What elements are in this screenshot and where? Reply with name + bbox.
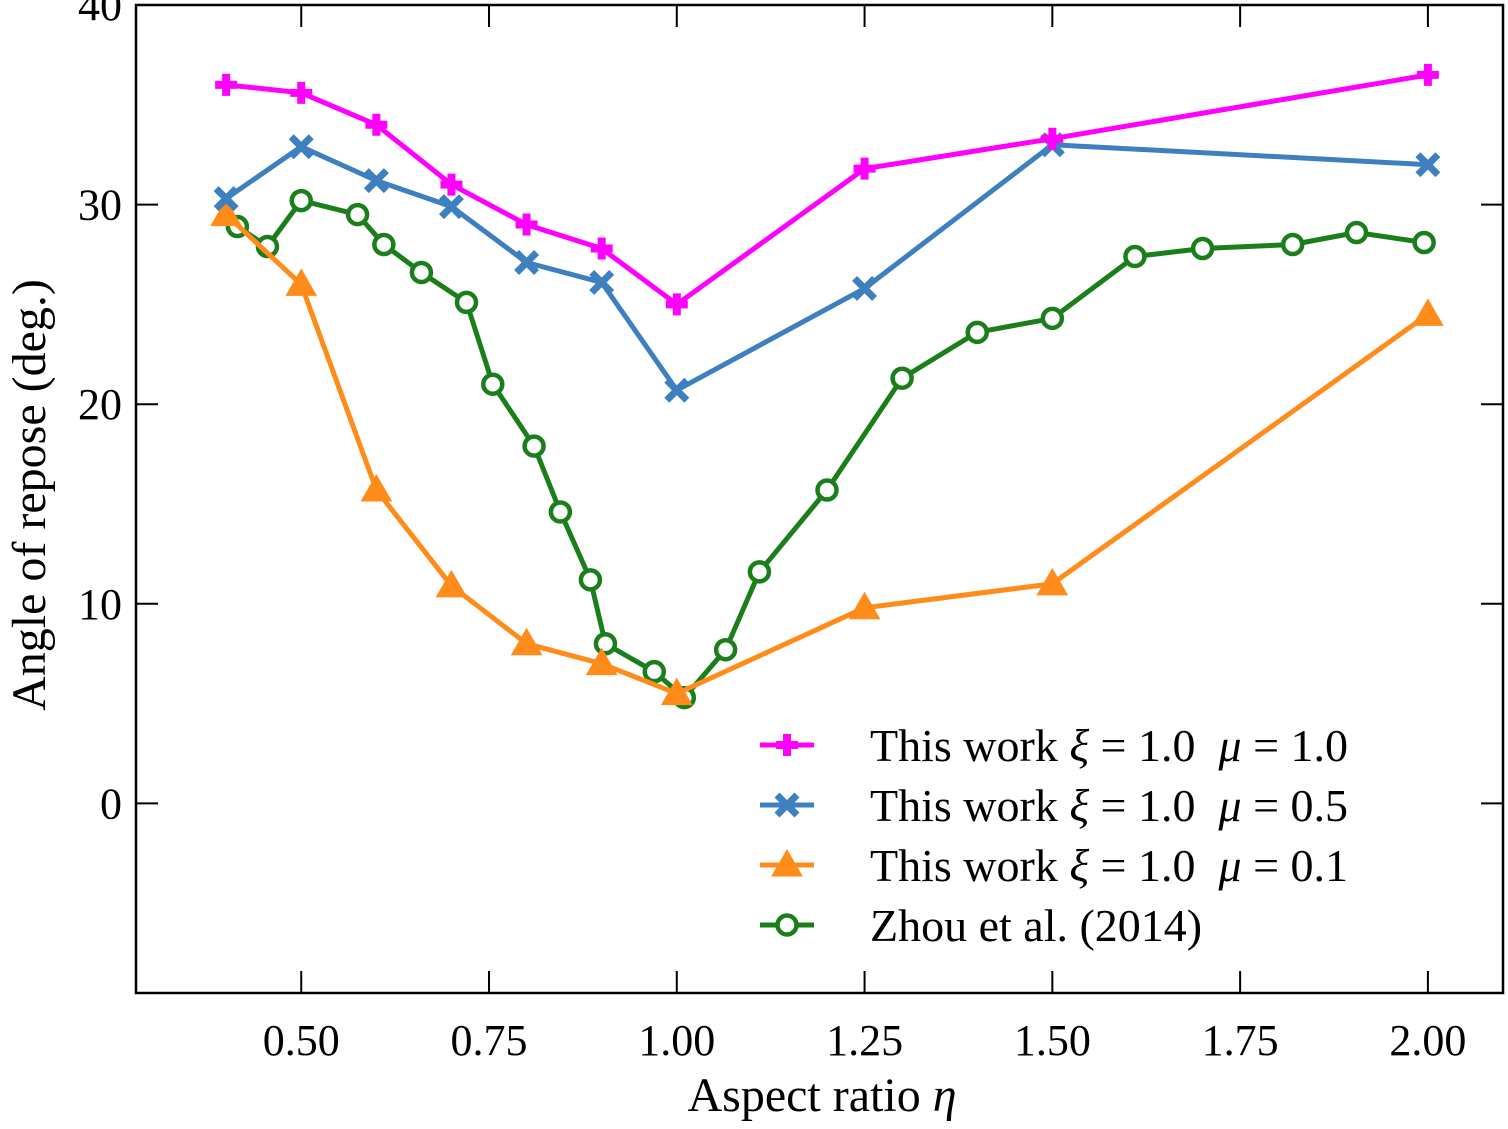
data-point — [590, 237, 613, 260]
data-point — [510, 627, 543, 656]
data-point — [1280, 232, 1305, 257]
data-point — [435, 569, 468, 598]
data-point — [1041, 127, 1064, 150]
data-point — [852, 275, 878, 301]
data-point — [1412, 298, 1444, 326]
legend: This work ξ = 1.0 μ = 1.0 This work ξ = 1… — [760, 720, 1348, 951]
x-tick-label: 1.00 — [638, 1016, 715, 1065]
data-point — [1415, 152, 1441, 178]
data-point — [514, 250, 540, 275]
legend-entry-4: Zhou et al. (2014) — [760, 900, 1202, 951]
data-point — [848, 591, 881, 620]
legend-label: This work ξ = 1.0 μ = 0.1 — [870, 840, 1348, 891]
data-point — [775, 913, 799, 937]
data-point — [593, 631, 618, 656]
data-point — [642, 659, 667, 684]
x-tick-label: 0.50 — [263, 1016, 340, 1065]
y-tick-label: 20 — [78, 380, 122, 429]
x-tick-label: 1.50 — [1014, 1016, 1091, 1065]
data-point — [585, 647, 618, 676]
series-line — [225, 72, 1429, 307]
data-point — [1036, 567, 1069, 596]
data-point — [771, 848, 803, 877]
data-point — [578, 568, 603, 592]
data-point — [481, 372, 505, 396]
legend-entry-2: This work ξ = 1.0 μ = 0.5 — [760, 780, 1348, 831]
series-3 — [210, 198, 1444, 706]
y-tick-label: 0 — [100, 779, 122, 828]
series-2 — [213, 132, 1441, 403]
data-point — [1190, 236, 1215, 261]
data-point — [1416, 63, 1439, 86]
x-tick-label: 0.75 — [451, 1016, 528, 1065]
data-point — [345, 202, 370, 227]
data-point — [853, 157, 876, 180]
x-tick-label: 2.00 — [1389, 1016, 1466, 1065]
legend-label: Zhou et al. (2014) — [870, 900, 1202, 951]
data-point — [288, 134, 314, 160]
data-point — [1412, 230, 1436, 255]
x-axis-title: Aspect ratio η — [687, 1069, 956, 1122]
data-point — [515, 213, 538, 236]
data-point — [363, 168, 389, 194]
data-point — [890, 366, 914, 390]
x-axis-title-text: Aspect ratio — [687, 1069, 920, 1122]
x-tick-label: 1.25 — [826, 1016, 903, 1065]
data-point — [215, 73, 238, 96]
data-point — [213, 186, 239, 212]
data-point — [713, 637, 738, 662]
data-point — [409, 260, 434, 285]
data-point — [815, 478, 839, 502]
data-point — [965, 320, 989, 345]
y-axis-title: Angle of repose (deg.) — [3, 279, 56, 711]
x-axis-title-symbol: η — [933, 1069, 957, 1122]
data-point — [1123, 244, 1147, 269]
data-point — [290, 81, 313, 104]
data-point — [747, 560, 772, 584]
data-point — [1344, 220, 1369, 245]
data-point — [372, 232, 396, 257]
y-tick-label: 30 — [78, 181, 122, 230]
data-point — [522, 434, 546, 458]
y-tick-label: 10 — [78, 580, 122, 629]
data-point — [664, 377, 690, 403]
legend-entry-1: This work ξ = 1.0 μ = 1.0 — [760, 720, 1348, 771]
data-point — [360, 474, 393, 502]
data-point — [210, 198, 242, 227]
legend-label: This work ξ = 1.0 μ = 1.0 — [870, 720, 1348, 771]
series-layer — [210, 63, 1444, 710]
data-point — [289, 188, 313, 213]
data-point — [1040, 306, 1065, 331]
series-4 — [225, 188, 1436, 710]
legend-entry-3: This work ξ = 1.0 μ = 0.1 — [760, 840, 1348, 891]
x-tick-label: 1.75 — [1202, 1016, 1279, 1065]
y-tick-label: 40 — [78, 0, 122, 30]
data-point — [365, 113, 388, 136]
data-point — [548, 500, 573, 524]
series-1 — [215, 63, 1439, 316]
series-line — [224, 142, 1429, 393]
data-point — [454, 290, 479, 315]
series-line — [224, 212, 1430, 697]
data-point — [665, 293, 688, 316]
data-point — [660, 677, 693, 706]
plot-frame — [134, 3, 1505, 995]
legend-label: This work ξ = 1.0 μ = 0.5 — [870, 780, 1348, 831]
data-point — [438, 194, 464, 220]
data-point — [285, 268, 318, 296]
data-point — [776, 734, 798, 756]
plot-axes: 0 10 20 30 40 0.50 0.75 1.00 1.25 1.50 1.75 2.00 — [78, 0, 1505, 1065]
data-point — [774, 792, 800, 818]
data-point — [589, 269, 615, 295]
data-point — [440, 173, 463, 196]
